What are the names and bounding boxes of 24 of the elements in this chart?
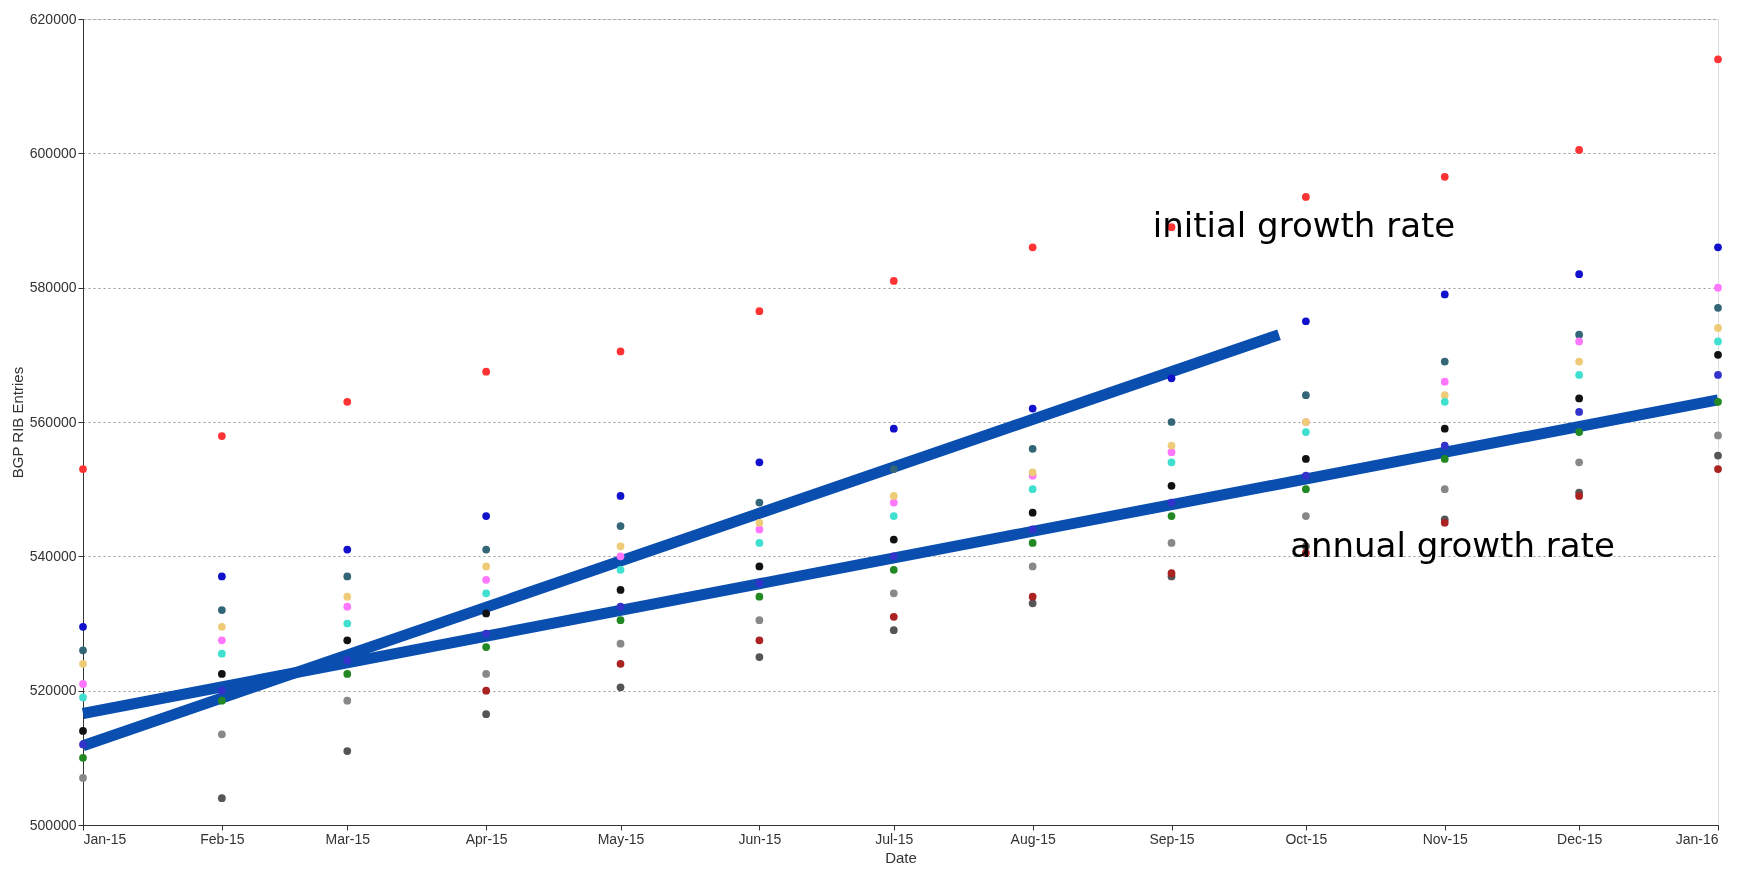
x-tick-label: Aug-15 (1010, 830, 1056, 847)
x-tick-label: Jan-16 (1675, 830, 1719, 847)
x-tick-label: Jul-15 (875, 830, 914, 847)
y-tick-label: 560000 (29, 413, 77, 430)
y-tick-label: 520000 (29, 682, 77, 699)
x-tick-label: Jan-15 (83, 830, 127, 847)
y-tick-label: 600000 (29, 144, 77, 161)
x-axis-title: Date (885, 848, 917, 866)
x-tick-label: Oct-15 (1285, 830, 1328, 847)
y-axis-title: BGP RIB Entries (8, 366, 26, 479)
x-tick-label: Nov-15 (1422, 830, 1469, 847)
x-tick-label: Dec-15 (1557, 830, 1603, 847)
y-tick-label: 580000 (29, 279, 77, 296)
x-tick-label: May-15 (597, 830, 645, 847)
annotation: annual growth rate (1290, 525, 1615, 565)
y-tick-label: 540000 (29, 547, 77, 564)
y-tick-label: 620000 (29, 10, 77, 27)
x-tick-label: Apr-15 (465, 830, 508, 847)
y-tick-label: 500000 (29, 816, 77, 833)
x-tick-label: Mar-15 (325, 830, 371, 847)
annotation: initial growth rate (1152, 205, 1456, 245)
x-tick-label: Sep-15 (1149, 830, 1195, 847)
x-tick-label: Jun-15 (738, 830, 782, 847)
x-tick-label: Feb-15 (200, 830, 245, 847)
